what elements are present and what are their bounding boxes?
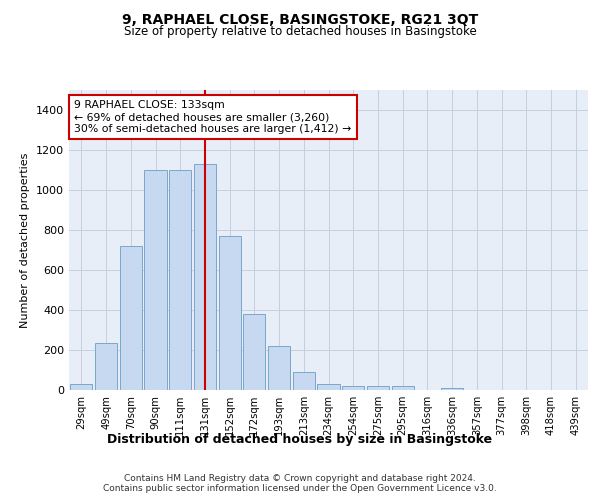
Bar: [392, 386, 414, 390]
Text: Size of property relative to detached houses in Basingstoke: Size of property relative to detached ho…: [124, 25, 476, 38]
Bar: [119, 246, 142, 390]
Y-axis label: Number of detached properties: Number of detached properties: [20, 152, 31, 328]
Text: 9, RAPHAEL CLOSE, BASINGSTOKE, RG21 3QT: 9, RAPHAEL CLOSE, BASINGSTOKE, RG21 3QT: [122, 12, 478, 26]
Bar: [169, 170, 191, 390]
Bar: [194, 164, 216, 390]
Text: Contains public sector information licensed under the Open Government Licence v3: Contains public sector information licen…: [103, 484, 497, 493]
Bar: [218, 236, 241, 390]
Text: Contains HM Land Registry data © Crown copyright and database right 2024.: Contains HM Land Registry data © Crown c…: [124, 474, 476, 483]
Text: Distribution of detached houses by size in Basingstoke: Distribution of detached houses by size …: [107, 432, 493, 446]
Bar: [367, 386, 389, 390]
Bar: [243, 314, 265, 390]
Bar: [317, 384, 340, 390]
Bar: [95, 343, 117, 390]
Bar: [342, 386, 364, 390]
Text: 9 RAPHAEL CLOSE: 133sqm
← 69% of detached houses are smaller (3,260)
30% of semi: 9 RAPHAEL CLOSE: 133sqm ← 69% of detache…: [74, 100, 352, 134]
Bar: [441, 388, 463, 390]
Bar: [293, 372, 315, 390]
Bar: [70, 384, 92, 390]
Bar: [145, 170, 167, 390]
Bar: [268, 346, 290, 390]
